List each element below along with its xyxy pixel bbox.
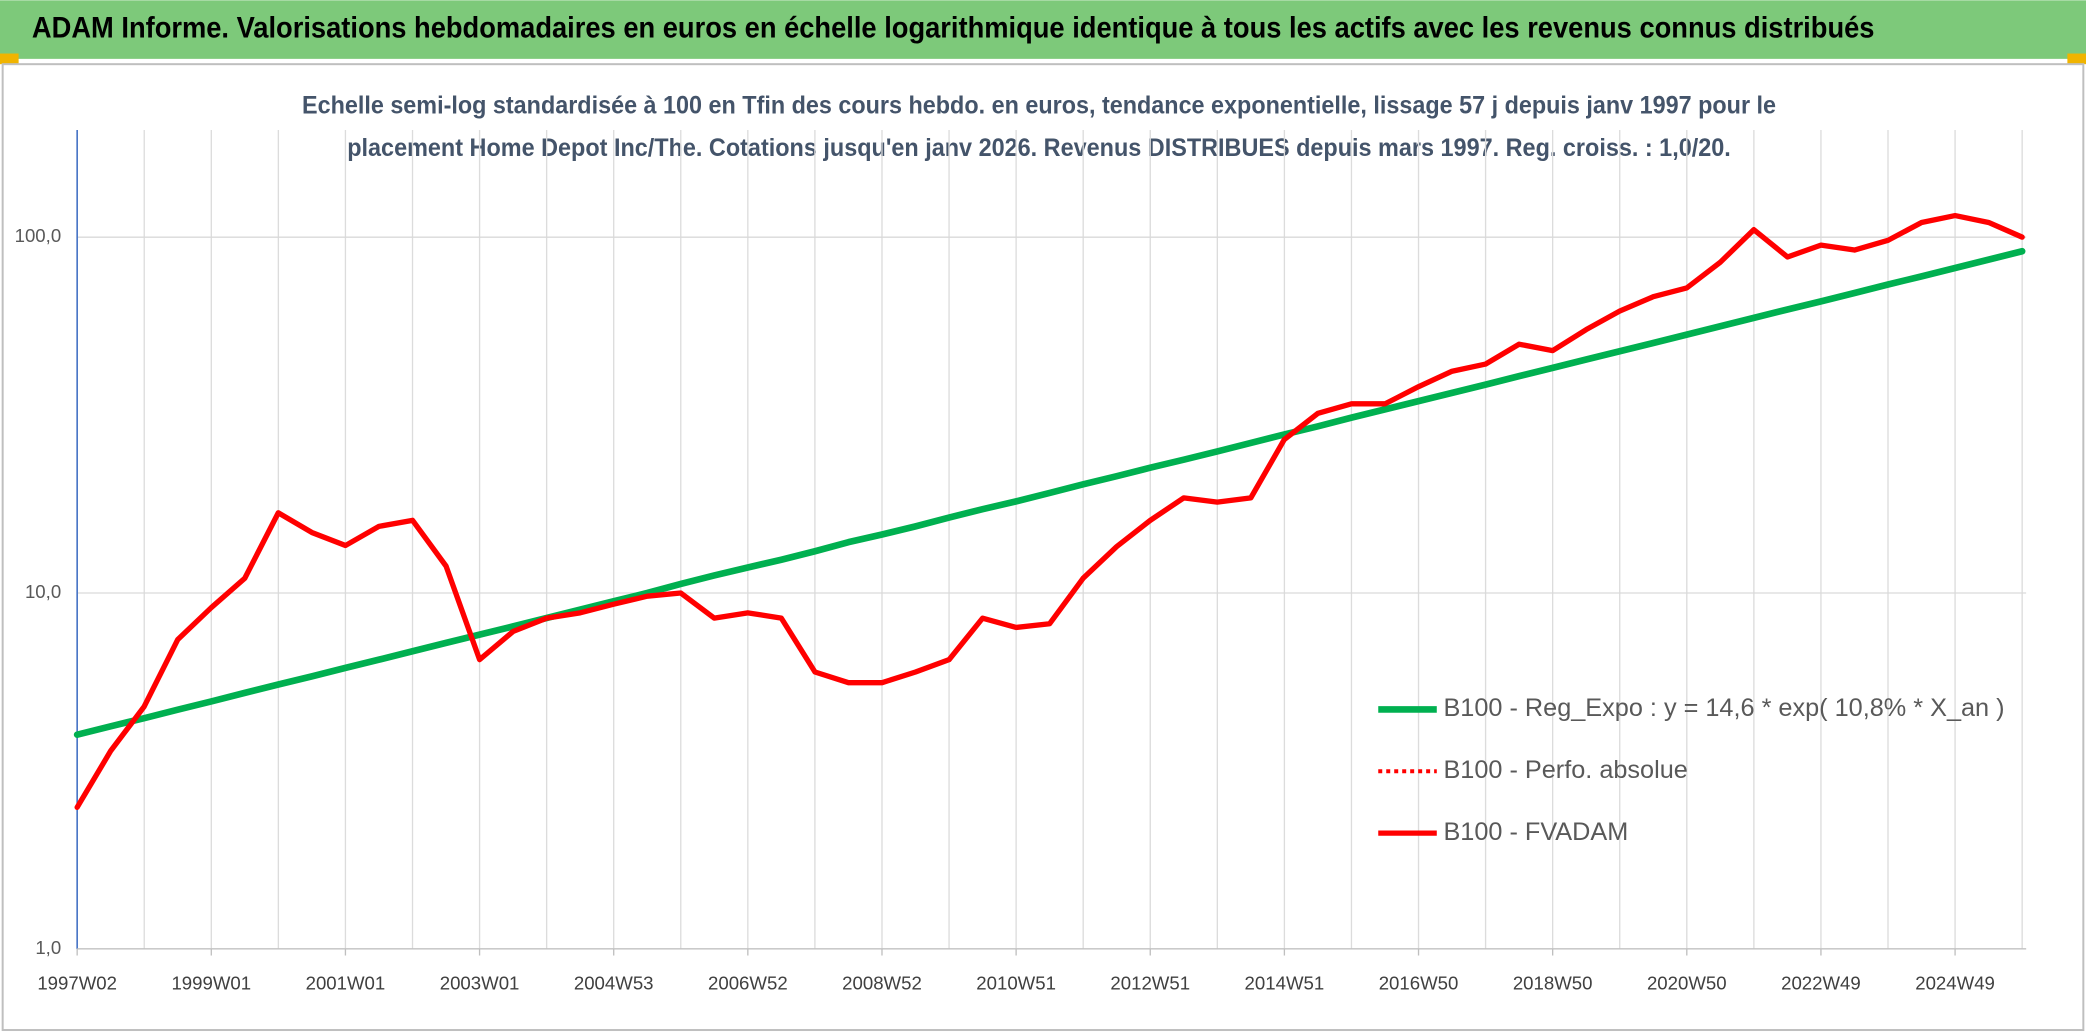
x-tick-label: 2012W51 [1110,973,1190,994]
header-band [0,0,2086,59]
x-tick-label: 2014W51 [1245,973,1325,994]
x-tick-label: 2008W52 [842,973,922,994]
x-tick-label: 2018W50 [1513,973,1593,994]
chart-subtitle: placement Home Depot Inc/The. Cotations … [347,134,1731,162]
legend-label: B100 - Reg_Expo : y = 14,6 * exp( 10,8% … [1443,694,2004,722]
x-tick-label: 2003W01 [440,973,520,994]
x-tick-label: 2022W49 [1781,973,1861,994]
chart-subtitle: Echelle semi-log standardisée à 100 en T… [302,91,1776,119]
x-tick-label: 2004W53 [574,973,654,994]
chart-title: ADAM Informe. Valorisations hebdomadaire… [32,12,1875,44]
x-tick-label: 1997W02 [37,973,117,994]
legend-label: B100 - Perfo. absolue [1443,756,1687,784]
y-tick-label: 100,0 [15,225,62,246]
series-line [74,212,2025,810]
x-tick-label: 2020W50 [1647,973,1727,994]
corner-left [0,53,19,65]
plot [73,212,2026,810]
x-tick-label: 2006W52 [708,973,788,994]
y-tick-label: 1,0 [35,937,61,958]
legend: B100 - Reg_Expo : y = 14,6 * exp( 10,8% … [1378,694,2005,846]
grid: 1,0 10,0 100,0 1997W02 1999W01 2001W01 2003W01… [15,130,2027,994]
x-tick-label: 2016W50 [1379,973,1459,994]
x-tick-label: 2010W51 [976,973,1056,994]
corner-right [2067,53,2086,65]
legend-label: B100 - FVADAM [1443,818,1628,846]
x-tick-label: 2001W01 [306,973,386,994]
series-line [73,247,2026,739]
y-tick-label: 10,0 [25,581,61,602]
frame [1,63,2085,1032]
x-tick-label: 2024W49 [1915,973,1995,994]
x-tick-label: 1999W01 [171,973,251,994]
